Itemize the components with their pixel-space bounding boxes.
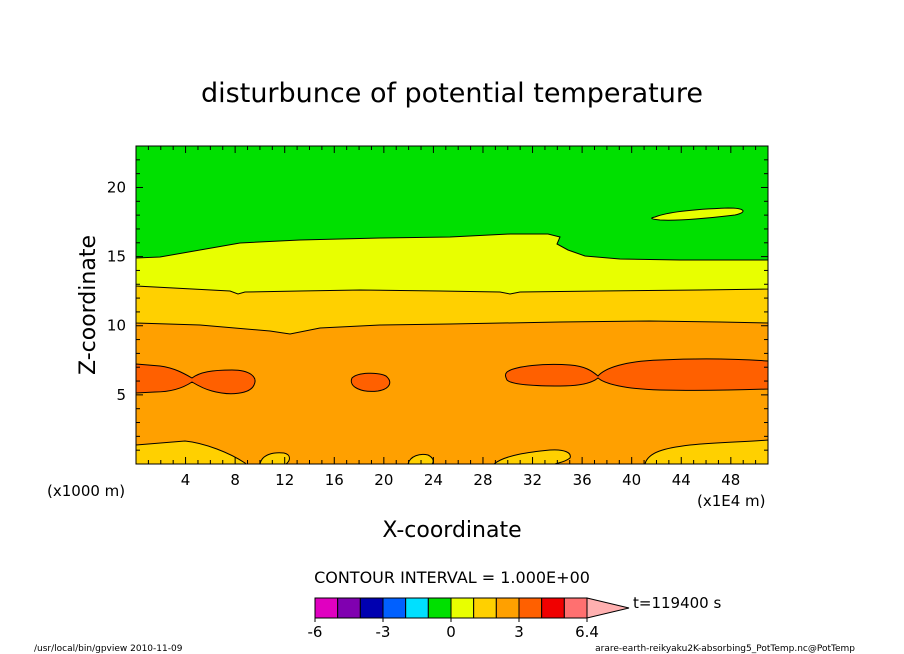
- x-axis: 4 8 12 16 20 24 28 32 36 40 44 48: [147, 146, 757, 489]
- contour-interval-label: CONTOUR INTERVAL = 1.000E+00: [314, 568, 590, 587]
- y-axis-title: Z-coordinate: [76, 235, 101, 375]
- band-bottom-patch-4: [644, 439, 769, 465]
- footer-left: /usr/local/bin/gpview 2010-11-09: [34, 644, 183, 654]
- x-tick-label: 16: [325, 471, 344, 489]
- x-tick-label: 48: [721, 471, 740, 489]
- colorbar-tick-label: 0: [446, 623, 456, 641]
- plot-frame: [135, 145, 769, 465]
- colorbar-tick-label: 6.4: [575, 623, 599, 641]
- band-yellow-patch: [651, 207, 744, 221]
- x-tick-label: 44: [672, 471, 691, 489]
- band-dark-orange-2: [350, 372, 391, 392]
- colorbar-cell: [337, 597, 361, 619]
- y-tick-label: 10: [107, 317, 126, 335]
- x-tick-label: 28: [473, 471, 492, 489]
- band-dark-orange-1: [135, 363, 256, 395]
- plot-area: [135, 145, 769, 465]
- x-unit-label: (x1E4 m): [697, 492, 766, 510]
- colorbar-cell: [541, 597, 565, 619]
- y-tick-label: 15: [107, 248, 126, 266]
- colorbar-cell: [473, 597, 497, 619]
- colorbar-cell: [314, 597, 339, 619]
- colorbar: -6 -3 0 3 6.4: [308, 597, 630, 641]
- y-axis: 5 10 15 20: [107, 159, 768, 451]
- colorbar-tick-label: -3: [376, 623, 391, 641]
- colorbar-tick-label: 3: [514, 623, 524, 641]
- y-unit-label: (x1000 m): [47, 482, 125, 500]
- band-bottom-patch-2: [407, 453, 434, 465]
- colorbar-cell: [427, 597, 452, 619]
- colorbar-cell: [405, 597, 429, 619]
- colorbar-cell: [450, 597, 475, 619]
- colorbar-cell: [518, 597, 543, 619]
- y-tick-label: 5: [116, 386, 126, 404]
- colorbar-cell: [382, 597, 407, 619]
- band-green: [135, 145, 769, 261]
- band-bottom-patch-3: [492, 449, 571, 465]
- x-tick-label: 4: [181, 471, 191, 489]
- x-tick-label: 40: [622, 471, 641, 489]
- x-axis-title: X-coordinate: [382, 518, 521, 543]
- colorbar-over-arrow: [586, 597, 630, 619]
- chart-title: disturbunce of potential temperature: [201, 78, 703, 109]
- time-label: t=119400 s: [633, 594, 721, 612]
- x-tick-label: 32: [523, 471, 542, 489]
- footer-right: arare-earth-reikyaku2K-absorbing5_PotTem…: [595, 644, 855, 654]
- x-tick-label: 24: [424, 471, 443, 489]
- x-tick-label: 8: [230, 471, 240, 489]
- colorbar-cell: [495, 597, 520, 619]
- band-bottom-patch-1: [259, 452, 290, 465]
- x-tick-label: 12: [275, 471, 294, 489]
- y-tick-label: 20: [107, 178, 126, 196]
- colorbar-cell: [359, 597, 384, 619]
- colorbar-cell: [563, 597, 588, 619]
- band-dark-orange-3: [505, 358, 769, 391]
- colorbar-tick-label: -6: [308, 623, 323, 641]
- x-tick-label: 20: [374, 471, 393, 489]
- x-tick-label: 36: [573, 471, 592, 489]
